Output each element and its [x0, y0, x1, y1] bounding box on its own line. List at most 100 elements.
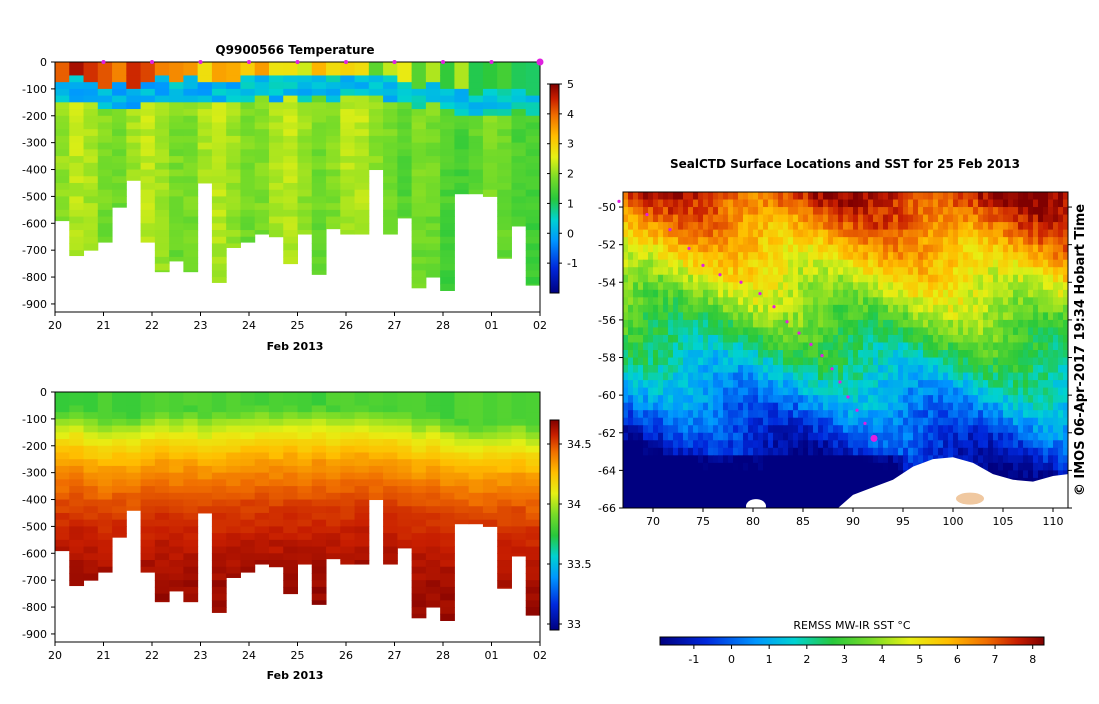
sst-cell	[1058, 290, 1064, 298]
salinity-cell	[226, 452, 241, 459]
salinity-cell	[483, 479, 498, 486]
temperature-cell	[226, 62, 241, 69]
sst-cell	[638, 282, 644, 290]
sst-cell	[753, 350, 759, 358]
sst-cell	[848, 373, 854, 381]
sst-cell	[953, 403, 959, 411]
sst-cell	[633, 245, 639, 253]
sst-cell	[798, 320, 804, 328]
sst-cell	[688, 267, 694, 275]
salinity-cell	[55, 392, 70, 399]
sst-cell	[1018, 365, 1024, 373]
sst-cell	[678, 335, 684, 343]
sst-cell	[853, 342, 859, 350]
y-tick-label: 0	[40, 386, 47, 399]
sst-cell	[783, 215, 789, 223]
temperature-cell	[511, 170, 526, 177]
salinity-cell	[141, 466, 156, 473]
sst-cell	[798, 215, 804, 223]
sst-cell	[723, 365, 729, 373]
temperature-cell	[426, 82, 441, 89]
sst-cell	[703, 282, 709, 290]
temperature-cell	[383, 217, 398, 224]
temperature-cell	[440, 277, 455, 284]
sst-cell	[918, 433, 924, 441]
sst-cell	[838, 418, 844, 426]
temperature-cell	[298, 223, 313, 230]
salinity-cell	[98, 560, 113, 567]
sst-cell	[953, 290, 959, 298]
sst-cell	[673, 350, 679, 358]
sst-cell	[1053, 425, 1059, 433]
sst-cell	[1048, 433, 1054, 441]
salinity-cell	[298, 520, 313, 527]
sst-cell	[958, 252, 964, 260]
temperature-cell	[169, 217, 184, 224]
sst-cell	[888, 373, 894, 381]
salinity-cell	[112, 412, 127, 419]
sst-cell	[853, 425, 859, 433]
sst-cell	[688, 433, 694, 441]
temperature-cell	[169, 149, 184, 156]
salinity-cell	[312, 540, 327, 547]
salinity-cell	[440, 513, 455, 520]
temperature-cell	[340, 190, 355, 197]
temperature-cell	[326, 149, 341, 156]
sst-cell	[953, 305, 959, 313]
salinity-cell	[84, 493, 99, 500]
sst-cell	[728, 305, 734, 313]
sst-cell	[813, 410, 819, 418]
sst-cell	[823, 200, 829, 208]
sst-cell	[1038, 342, 1044, 350]
sst-cell	[653, 192, 659, 200]
sst-cell	[773, 335, 779, 343]
sst-cell	[988, 320, 994, 328]
sst-cell	[998, 267, 1004, 275]
sst-cell	[1003, 200, 1009, 208]
temperature-cell	[383, 183, 398, 190]
sst-cell	[708, 267, 714, 275]
salinity-colorbar	[550, 420, 559, 630]
temperature-cell	[69, 183, 84, 190]
sst-cell	[958, 275, 964, 283]
sst-cell	[663, 252, 669, 260]
sst-cell	[913, 297, 919, 305]
sst-cell	[803, 327, 809, 335]
sst-cell	[823, 230, 829, 238]
sst-cell	[833, 282, 839, 290]
sst-cell	[788, 297, 794, 305]
sst-cell	[838, 222, 844, 230]
sst-cell	[993, 260, 999, 268]
temperature-cell	[169, 96, 184, 103]
sst-cell	[683, 200, 689, 208]
temperature-cell	[383, 75, 398, 82]
sst-cell	[983, 215, 989, 223]
sst-cell	[953, 320, 959, 328]
sst-cell	[963, 410, 969, 418]
temperature-cell	[497, 230, 512, 237]
sst-cell	[748, 425, 754, 433]
profile-marker	[490, 60, 494, 64]
sst-cell	[878, 373, 884, 381]
salinity-cell	[369, 452, 384, 459]
temperature-cell	[326, 163, 341, 170]
temperature-cell	[426, 183, 441, 190]
sst-cell	[988, 230, 994, 238]
sst-cell	[953, 237, 959, 245]
sst-cell	[948, 373, 954, 381]
sst-cell	[693, 410, 699, 418]
sst-cell	[853, 358, 859, 366]
sst-cell	[888, 388, 894, 396]
salinity-cell	[141, 419, 156, 426]
sst-cell	[838, 373, 844, 381]
sst-cell	[868, 365, 874, 373]
x-tick-label: 20	[48, 319, 62, 332]
temperature-cell	[269, 102, 284, 109]
sst-cell	[893, 373, 899, 381]
temperature-cell	[84, 223, 99, 230]
sst-cell	[903, 327, 909, 335]
sst-cell	[688, 350, 694, 358]
sst-cell	[918, 267, 924, 275]
sst-cell	[763, 215, 769, 223]
sst-cell	[648, 433, 654, 441]
